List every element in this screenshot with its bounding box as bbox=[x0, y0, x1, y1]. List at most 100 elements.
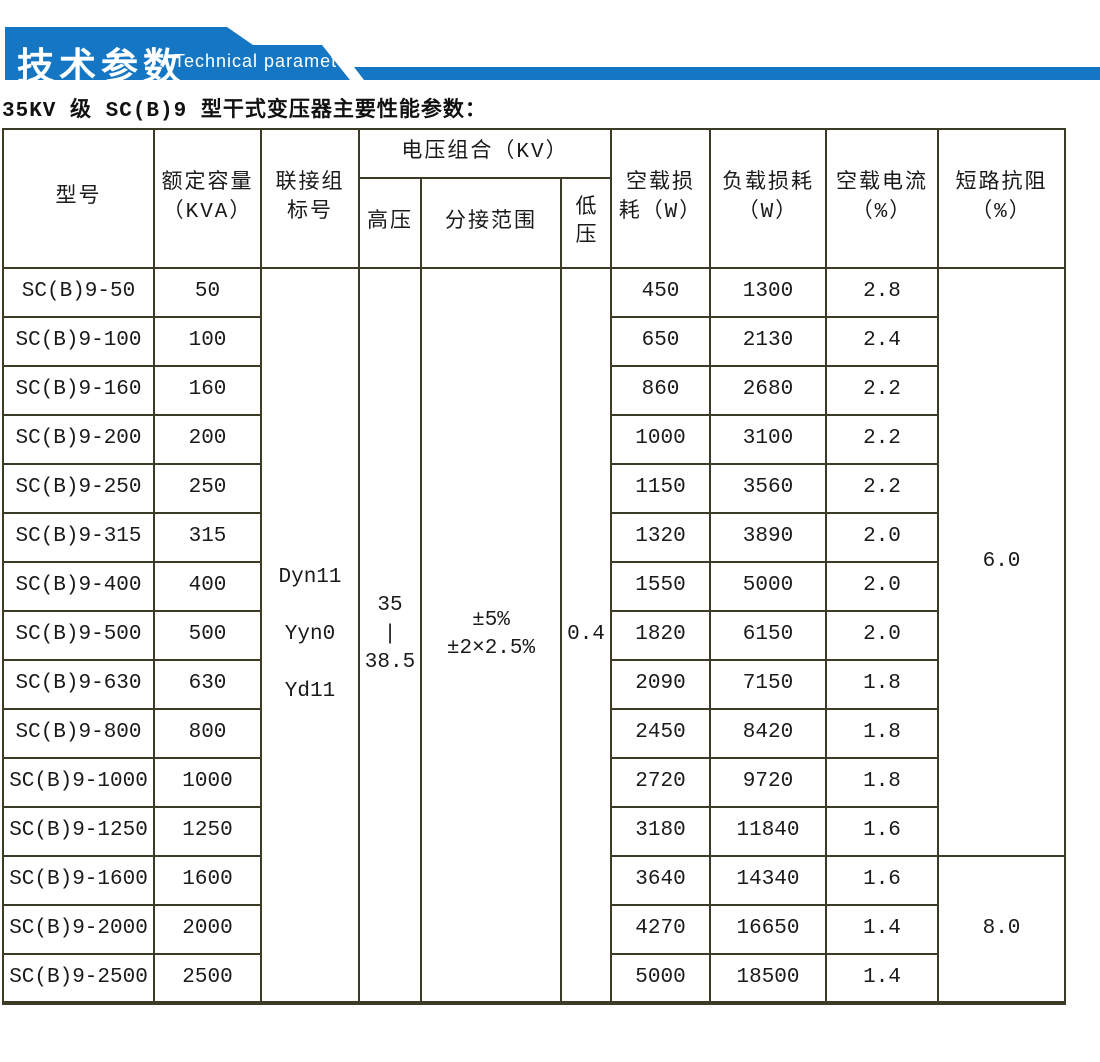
cell-no-load-current: 1.6 bbox=[825, 806, 939, 857]
header-hv: 高压 bbox=[358, 177, 422, 269]
cell-model: SC(B)9-1000 bbox=[2, 757, 155, 808]
cell-model: SC(B)9-630 bbox=[2, 659, 155, 710]
banner-ribbon bbox=[5, 27, 1100, 80]
cell-no-load-loss: 3640 bbox=[610, 855, 711, 906]
cell-load-loss: 18500 bbox=[709, 953, 827, 1004]
cell-load-loss: 16650 bbox=[709, 904, 827, 955]
cell-load-loss: 5000 bbox=[709, 561, 827, 612]
cell-no-load-loss: 450 bbox=[610, 267, 711, 318]
cell-no-load-loss: 4270 bbox=[610, 904, 711, 955]
cell-no-load-loss: 1150 bbox=[610, 463, 711, 514]
cell-model: SC(B)9-315 bbox=[2, 512, 155, 563]
cell-no-load-current: 2.0 bbox=[825, 610, 939, 661]
cell-model: SC(B)9-1600 bbox=[2, 855, 155, 906]
cell-model: SC(B)9-2000 bbox=[2, 904, 155, 955]
cell-low-voltage: 0.4 bbox=[560, 267, 612, 1004]
cell-no-load-loss: 860 bbox=[610, 365, 711, 416]
cell-no-load-current: 1.8 bbox=[825, 708, 939, 759]
cell-load-loss: 3560 bbox=[709, 463, 827, 514]
cell-model: SC(B)9-50 bbox=[2, 267, 155, 318]
cell-load-loss: 11840 bbox=[709, 806, 827, 857]
cell-capacity: 630 bbox=[153, 659, 262, 710]
cell-no-load-current: 1.4 bbox=[825, 904, 939, 955]
cell-model: SC(B)9-160 bbox=[2, 365, 155, 416]
header-lv: 低 压 bbox=[560, 177, 612, 269]
cell-load-loss: 3890 bbox=[709, 512, 827, 563]
banner-ribbon-main bbox=[5, 27, 350, 80]
cell-capacity: 800 bbox=[153, 708, 262, 759]
cell-no-load-loss: 650 bbox=[610, 316, 711, 367]
cell-no-load-loss: 5000 bbox=[610, 953, 711, 1004]
cell-model: SC(B)9-100 bbox=[2, 316, 155, 367]
table-row: SC(B)9-2000 2000 4270 16650 1.4 bbox=[2, 904, 1065, 955]
cell-no-load-current: 2.0 bbox=[825, 561, 939, 612]
cell-capacity: 1600 bbox=[153, 855, 262, 906]
cell-model: SC(B)9-1250 bbox=[2, 806, 155, 857]
header-impedance: 短路抗阻 （%） bbox=[937, 128, 1066, 269]
table-row: SC(B)9-500 500 1820 6150 2.0 bbox=[2, 610, 1065, 661]
cell-no-load-loss: 3180 bbox=[610, 806, 711, 857]
cell-model: SC(B)9-200 bbox=[2, 414, 155, 465]
cell-load-loss: 2680 bbox=[709, 365, 827, 416]
cell-connection-group: Dyn11 Yyn0 Yd11 bbox=[260, 267, 360, 1004]
cell-high-voltage: 35 | 38.5 bbox=[358, 267, 422, 1004]
cell-no-load-loss: 2450 bbox=[610, 708, 711, 759]
banner-ribbon-strip bbox=[354, 67, 1100, 80]
cell-capacity: 50 bbox=[153, 267, 262, 318]
banner-title: 技术参数 bbox=[17, 46, 185, 87]
cell-no-load-current: 1.8 bbox=[825, 757, 939, 808]
cell-load-loss: 9720 bbox=[709, 757, 827, 808]
cell-capacity: 500 bbox=[153, 610, 262, 661]
cell-model: SC(B)9-2500 bbox=[2, 953, 155, 1004]
table-row: SC(B)9-200 200 1000 3100 2.2 bbox=[2, 414, 1065, 465]
cell-no-load-loss: 2090 bbox=[610, 659, 711, 710]
table-row: SC(B)9-1000 1000 2720 9720 1.8 bbox=[2, 757, 1065, 808]
page-caption: 35KV 级 SC(B)9 型干式变压器主要性能参数： bbox=[2, 100, 487, 123]
cell-no-load-current: 2.2 bbox=[825, 365, 939, 416]
table-row: SC(B)9-1600 1600 3640 14340 1.6 8.0 bbox=[2, 855, 1066, 1004]
cell-no-load-current: 2.0 bbox=[825, 512, 939, 563]
cell-no-load-current: 2.2 bbox=[825, 414, 939, 465]
cell-no-load-current: 1.6 bbox=[825, 855, 939, 906]
cell-no-load-loss: 1820 bbox=[610, 610, 711, 661]
table-row: SC(B)9-250 250 1150 3560 2.2 bbox=[2, 463, 1065, 514]
cell-no-load-loss: 1000 bbox=[610, 414, 711, 465]
table-row: SC(B)9-100 100 650 2130 2.4 bbox=[2, 316, 1065, 367]
cell-impedance-group1: 6.0 bbox=[937, 267, 1066, 857]
cell-model: SC(B)9-400 bbox=[2, 561, 155, 612]
cell-capacity: 2000 bbox=[153, 904, 262, 955]
table-row: SC(B)9-2500 2500 5000 18500 1.4 bbox=[2, 953, 1065, 1004]
cell-load-loss: 7150 bbox=[709, 659, 827, 710]
header-connection: 联接组 标号 bbox=[260, 128, 360, 269]
table-row: SC(B)9-315 315 1320 3890 2.0 bbox=[2, 512, 1065, 563]
header-no-load-loss: 空载损 耗（W） bbox=[610, 128, 711, 269]
cell-load-loss: 2130 bbox=[709, 316, 827, 367]
header-tap-range: 分接范围 bbox=[420, 177, 562, 269]
header-capacity: 额定容量 （KVA） bbox=[153, 128, 262, 269]
cell-capacity: 315 bbox=[153, 512, 262, 563]
cell-no-load-loss: 1550 bbox=[610, 561, 711, 612]
cell-load-loss: 1300 bbox=[709, 267, 827, 318]
cell-no-load-loss: 1320 bbox=[610, 512, 711, 563]
cell-capacity: 100 bbox=[153, 316, 262, 367]
cell-no-load-current: 1.4 bbox=[825, 953, 939, 1004]
cell-load-loss: 3100 bbox=[709, 414, 827, 465]
cell-capacity: 1000 bbox=[153, 757, 262, 808]
header-voltage-group: 电压组合（KV） bbox=[358, 128, 612, 179]
cell-capacity: 2500 bbox=[153, 953, 262, 1004]
cell-impedance-group2: 8.0 bbox=[937, 855, 1066, 1004]
cell-tap-range: ±5% ±2×2.5% bbox=[420, 267, 562, 1004]
header-load-loss: 负载损耗 （W） bbox=[709, 128, 827, 269]
header-model: 型号 bbox=[2, 128, 155, 269]
cell-model: SC(B)9-250 bbox=[2, 463, 155, 514]
banner-subtitle: Technical parameter bbox=[174, 51, 356, 71]
cell-capacity: 250 bbox=[153, 463, 262, 514]
cell-no-load-current: 2.2 bbox=[825, 463, 939, 514]
cell-capacity: 1250 bbox=[153, 806, 262, 857]
table-row: SC(B)9-630 630 2090 7150 1.8 bbox=[2, 659, 1065, 710]
cell-no-load-current: 1.8 bbox=[825, 659, 939, 710]
spec-table: 型号 额定容量 （KVA） 联接组 标号 电压组合（KV） 空载损 耗（W） 负… bbox=[2, 128, 1066, 1005]
cell-no-load-loss: 2720 bbox=[610, 757, 711, 808]
cell-no-load-current: 2.8 bbox=[825, 267, 939, 318]
